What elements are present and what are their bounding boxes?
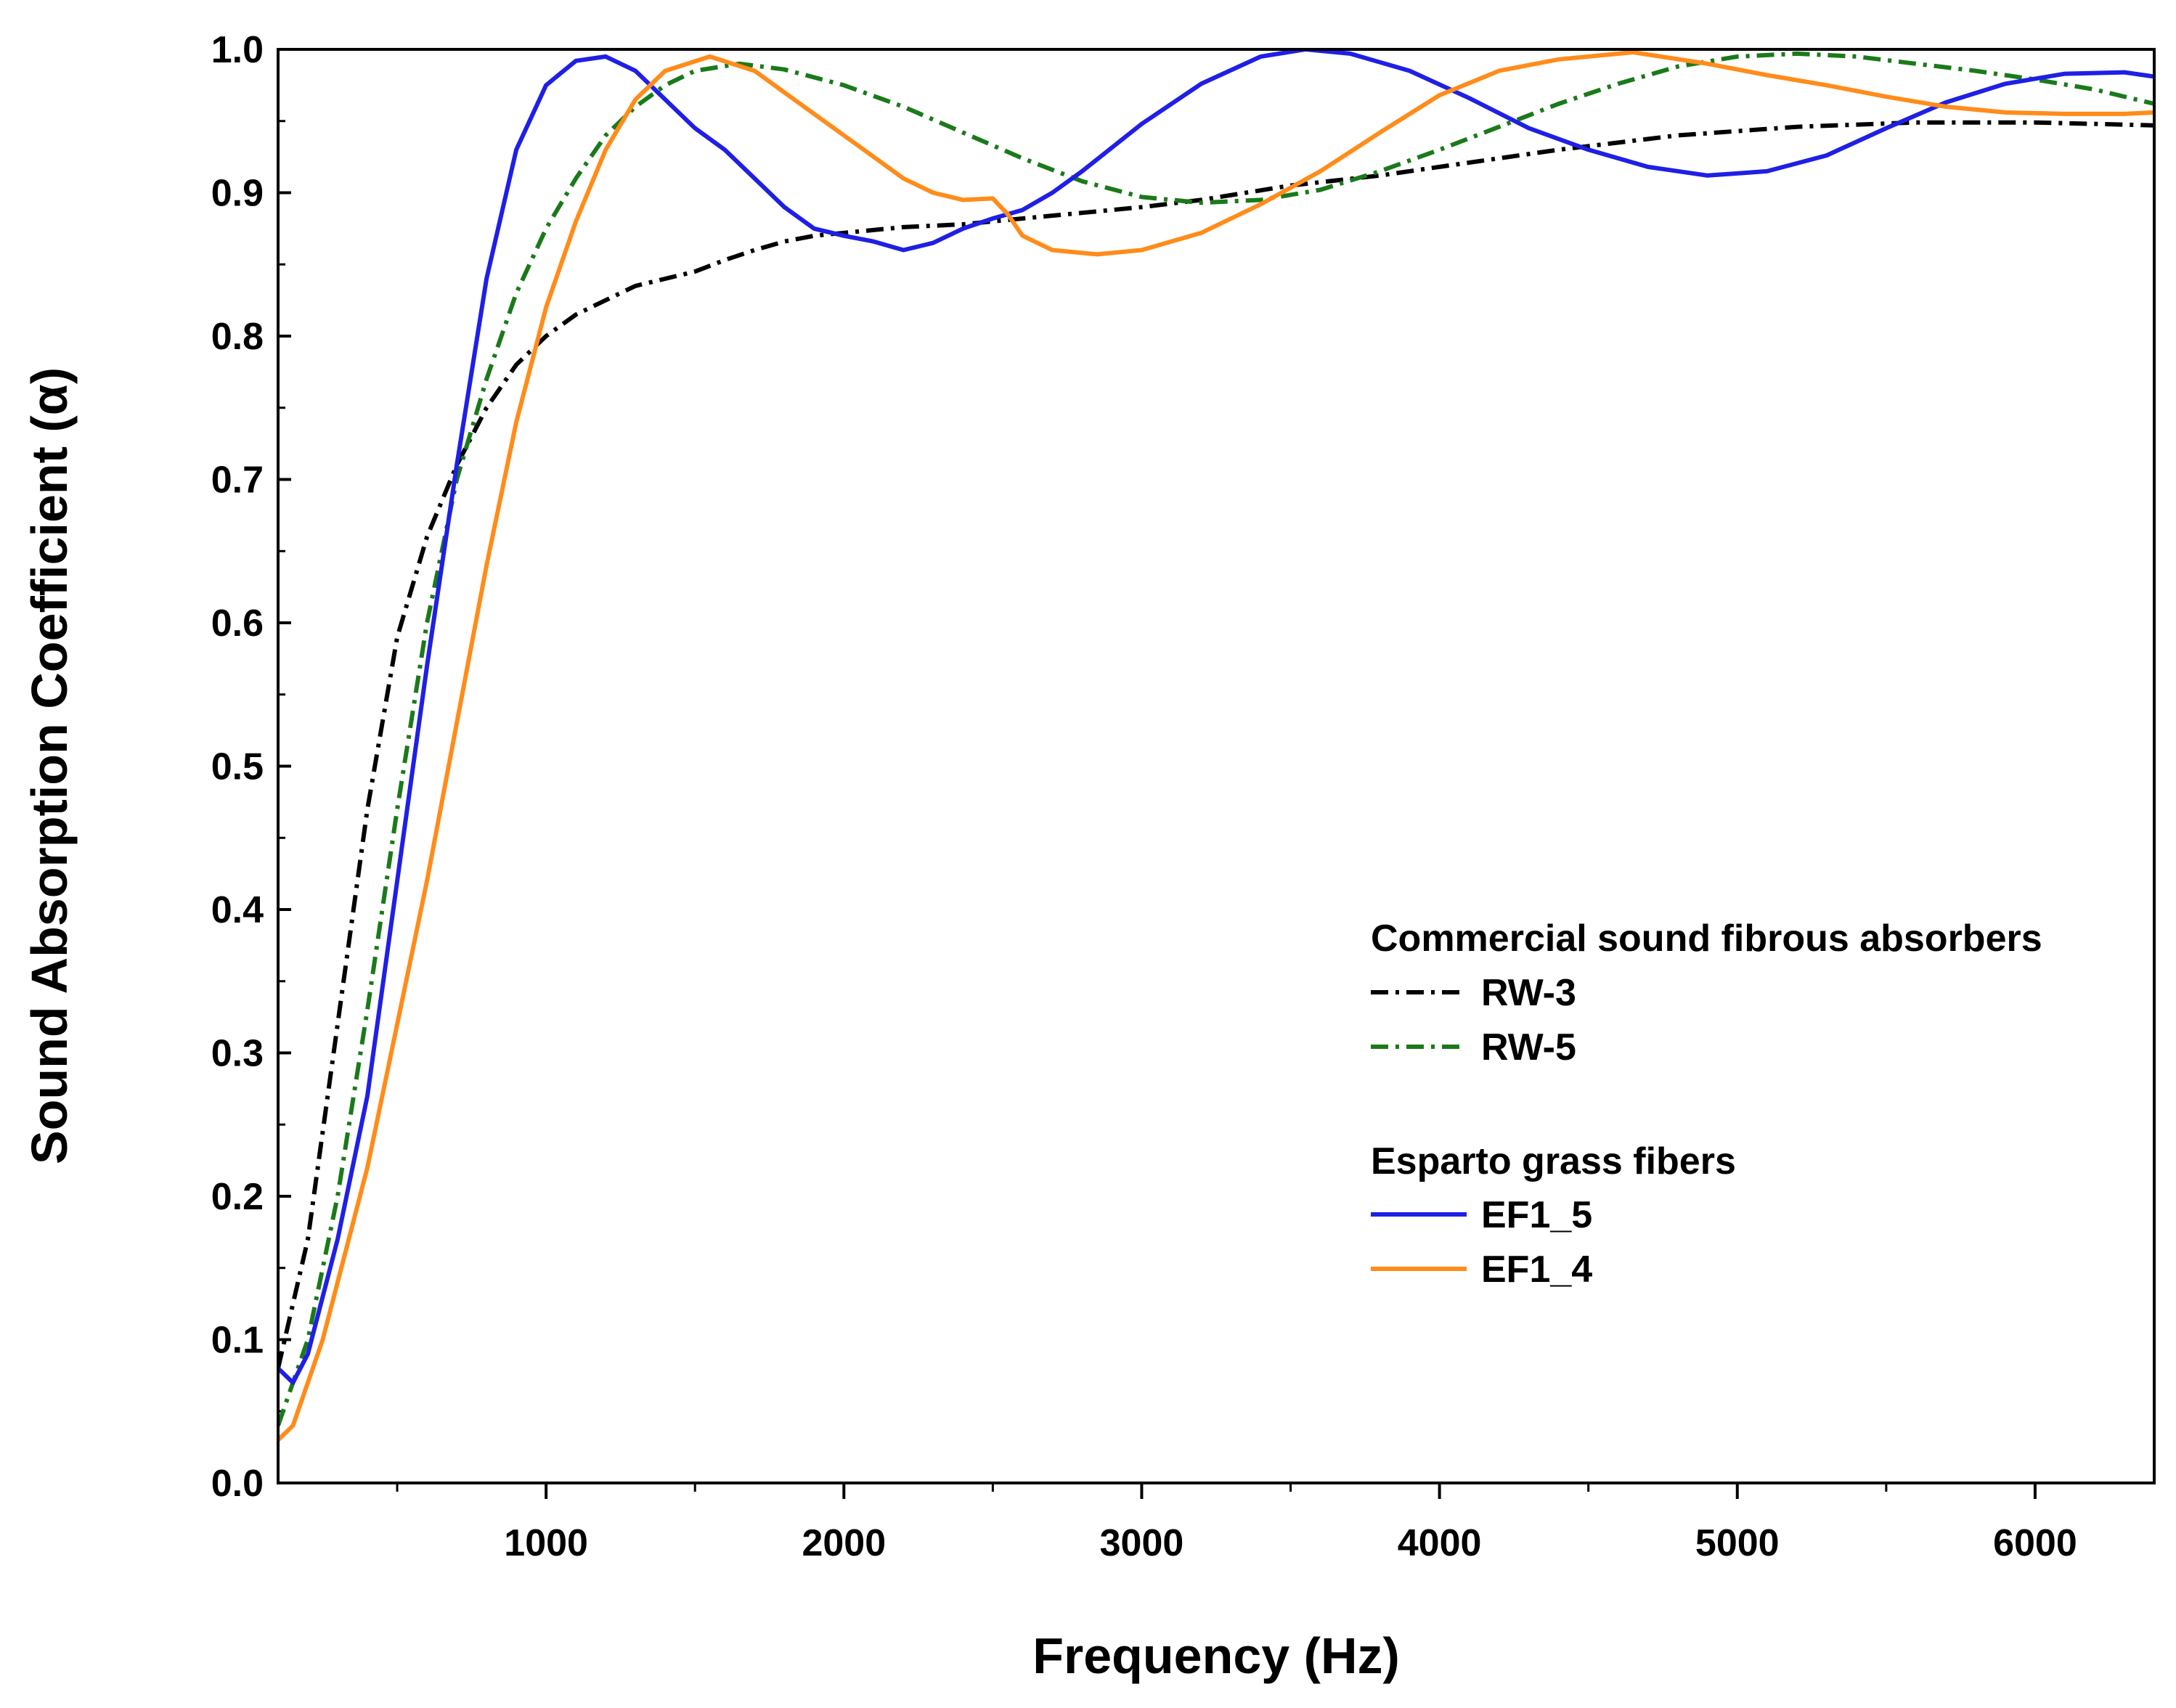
x-tick-label: 3000 — [1100, 1522, 1184, 1564]
y-tick-label: 0.1 — [211, 1320, 264, 1362]
y-tick-label: 0.7 — [211, 459, 264, 502]
x-tick-label: 5000 — [1695, 1522, 1780, 1564]
y-tick-label: 0.4 — [211, 889, 264, 931]
tick-labels: 0.0 0.1 0.2 0.3 0.4 0.5 0.6 0.7 0.8 0.9 1.0 1000 200… — [211, 29, 2077, 1564]
legend-group-title-esparto: Esparto grass fibers — [1371, 1140, 1736, 1182]
legend-label-ef1-5: EF1_5 — [1481, 1194, 1592, 1236]
y-tick-label: 0.6 — [211, 602, 264, 645]
y-tick-label: 0.2 — [211, 1176, 264, 1218]
y-tick-label: 0.0 — [211, 1463, 264, 1505]
plot-frame — [277, 48, 2156, 1484]
legend-label-rw-3: RW-3 — [1481, 972, 1576, 1014]
legend-label-ef1-4: EF1_4 — [1481, 1249, 1592, 1291]
series-line-rw-3 — [278, 120, 2154, 1369]
series-line-ef1-5 — [278, 49, 2154, 1385]
series-line-rw-5 — [278, 51, 2154, 1426]
x-tick-label: 1000 — [504, 1522, 588, 1564]
legend: Commercial sound fibrous absorbers RW-3 … — [1371, 918, 2042, 1291]
y-tick-label: 1.0 — [211, 29, 264, 71]
x-tick-label: 6000 — [1993, 1522, 2077, 1564]
x-tick-label: 2000 — [802, 1522, 886, 1564]
y-axis-title: Sound Absorption Coefficient (α) — [21, 367, 78, 1164]
y-tick-label: 0.5 — [211, 746, 264, 788]
y-tick-label: 0.3 — [211, 1033, 264, 1075]
y-tick-label: 0.8 — [211, 316, 264, 358]
x-axis-title: Frequency (Hz) — [1032, 1627, 1400, 1684]
legend-label-rw-5: RW-5 — [1481, 1026, 1576, 1068]
series-layer — [278, 49, 2154, 1442]
legend-group-title-commercial: Commercial sound fibrous absorbers — [1371, 918, 2042, 960]
series-line-ef1-4 — [278, 50, 2154, 1442]
x-tick-label: 4000 — [1398, 1522, 1482, 1564]
y-tick-label: 0.9 — [211, 173, 264, 215]
